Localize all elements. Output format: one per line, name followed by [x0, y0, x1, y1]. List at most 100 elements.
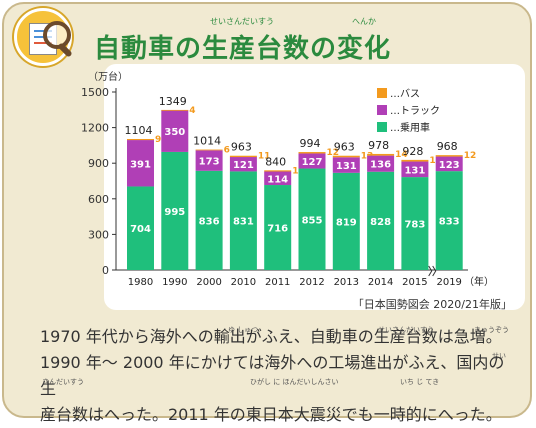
x-tick-label: 2019 — [436, 277, 461, 288]
y-tick-label: 300 — [88, 228, 109, 241]
bar-segment — [195, 149, 223, 151]
data-label-bus: 13 — [361, 152, 374, 162]
x-tick-label: 2000 — [196, 277, 221, 288]
x-tick-label: 2011 — [265, 277, 290, 288]
description-line-2: 1990 年～ 2000 年にかけては海外への工場進出がふえ、国内の生 — [40, 353, 505, 398]
ruby-sei: せい — [492, 352, 506, 360]
legend-swatch — [377, 88, 387, 98]
bar-segment — [435, 155, 463, 157]
data-label-car: 716 — [267, 224, 288, 235]
legend-label: …バス — [390, 88, 420, 100]
bar-segment — [264, 171, 292, 186]
data-label-car: 833 — [439, 217, 460, 228]
y-tick-label: 0 — [102, 264, 109, 277]
x-tick-label: 2013 — [334, 277, 359, 288]
bar-segment — [195, 170, 223, 270]
data-label-total: 963 — [231, 141, 252, 154]
y-unit-label: （万台） — [88, 70, 128, 83]
data-label-total: 978 — [368, 139, 389, 152]
bar-segment — [332, 157, 360, 173]
data-label-bus: 12 — [464, 151, 477, 161]
data-label-truck: 123 — [439, 160, 460, 171]
bar-segment — [401, 177, 429, 270]
x-tick-label: 2015 — [402, 277, 427, 288]
axis-break-marker — [428, 265, 433, 277]
bar-segment — [264, 185, 292, 270]
y-tick-label: 1500 — [81, 86, 109, 99]
bar-segment — [161, 109, 189, 111]
data-label-truck: 136 — [370, 160, 391, 171]
data-label-bus: 11 — [258, 152, 271, 162]
data-label-truck: 350 — [164, 127, 185, 138]
data-label-car: 995 — [164, 207, 185, 218]
bar-segment — [127, 186, 154, 270]
data-label-bus: 9 — [155, 135, 161, 145]
bar-segment — [401, 161, 429, 178]
data-label-total: 994 — [300, 137, 321, 150]
x-unit-label: （年） — [464, 275, 494, 288]
description-line-3: 産台数はへった。2011 年の東日本大震災でも一時的にへった。 — [40, 405, 502, 424]
data-label-truck: 114 — [267, 174, 288, 185]
description: ゆ しゅつ せいさんだいすう きゅうぞう せい さんだいすう ひがし に ほんだ… — [40, 324, 510, 428]
data-label-total: 928 — [402, 145, 423, 158]
bar-segment — [127, 138, 154, 141]
bar-segment — [435, 171, 463, 270]
data-label-truck: 173 — [199, 157, 220, 168]
bar-segment — [229, 155, 257, 158]
bar-segment — [161, 151, 189, 270]
legend-swatch — [377, 105, 387, 115]
data-label-car: 855 — [302, 215, 323, 226]
data-label-car: 831 — [233, 217, 254, 228]
bar-segment — [401, 159, 429, 162]
bar-segment — [195, 150, 223, 171]
data-label-bus: 14 — [395, 150, 408, 160]
page-title: 自動車の生産台数の変化 — [94, 34, 392, 64]
ruby-sandaisu: さんだいすう — [42, 378, 84, 386]
bar-segment — [264, 170, 292, 172]
bar-segment — [332, 172, 360, 270]
data-label-car: 828 — [370, 217, 391, 228]
bar-segment — [332, 155, 360, 158]
data-label-truck: 121 — [233, 160, 254, 171]
data-label-bus: 4 — [189, 106, 195, 116]
magnifier-chart-icon — [14, 8, 73, 66]
bar-segment — [161, 110, 189, 152]
data-label-total: 1014 — [193, 135, 221, 148]
bar-segment — [298, 153, 326, 169]
data-label-total: 963 — [334, 141, 355, 154]
x-tick-label: 2014 — [368, 277, 393, 288]
data-label-car: 704 — [130, 224, 151, 235]
x-tick-label: 1980 — [128, 277, 153, 288]
data-label-bus: 10 — [292, 166, 305, 176]
bar-segment — [127, 140, 154, 187]
bar-segment — [298, 152, 326, 154]
data-label-bus: 6 — [224, 146, 230, 156]
legend-label: …乗用車 — [390, 121, 430, 134]
ruby-yushutsu: ゆ しゅつ — [228, 326, 259, 334]
data-label-total: 840 — [265, 155, 286, 168]
y-tick-label: 600 — [88, 193, 109, 206]
y-tick-label: 900 — [88, 157, 109, 170]
axis-break-marker — [432, 265, 437, 277]
ruby-ichijiteki: いち じ てき — [400, 378, 440, 386]
ruby-seisandaisu: せいさんだいすう — [378, 326, 434, 334]
y-tick-label: 1200 — [81, 122, 109, 135]
legend-label: …トラック — [390, 105, 440, 117]
x-tick-label: 2010 — [231, 277, 256, 288]
data-label-car: 819 — [336, 217, 357, 228]
data-label-truck: 127 — [302, 157, 323, 168]
x-tick-label: 2012 — [299, 277, 324, 288]
title-ruby-seisandaisu: せいさんだいすう — [210, 17, 274, 26]
data-label-bus: 14 — [429, 156, 442, 166]
x-tick-label: 1990 — [162, 277, 187, 288]
bar-segment — [435, 156, 463, 172]
legend-swatch — [377, 122, 387, 132]
chart-source: 「日本国勢図会 2020/21年版」 — [352, 298, 512, 311]
bar-segment — [367, 153, 395, 156]
bar-segment — [229, 157, 257, 172]
data-label-total: 1349 — [159, 95, 187, 108]
bar-segment — [298, 168, 326, 270]
data-label-total: 1104 — [125, 124, 153, 137]
bar-segment — [367, 155, 395, 172]
